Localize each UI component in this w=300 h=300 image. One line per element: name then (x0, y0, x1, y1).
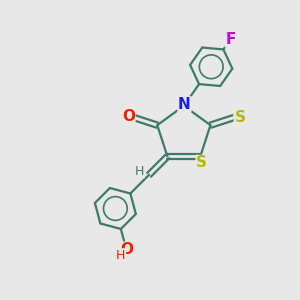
Text: H: H (116, 249, 126, 262)
Text: F: F (225, 32, 236, 47)
Text: O: O (122, 110, 135, 124)
Text: O: O (120, 242, 133, 257)
Text: H: H (135, 165, 144, 178)
Text: S: S (234, 110, 245, 125)
Text: S: S (196, 155, 207, 170)
Text: N: N (178, 97, 191, 112)
